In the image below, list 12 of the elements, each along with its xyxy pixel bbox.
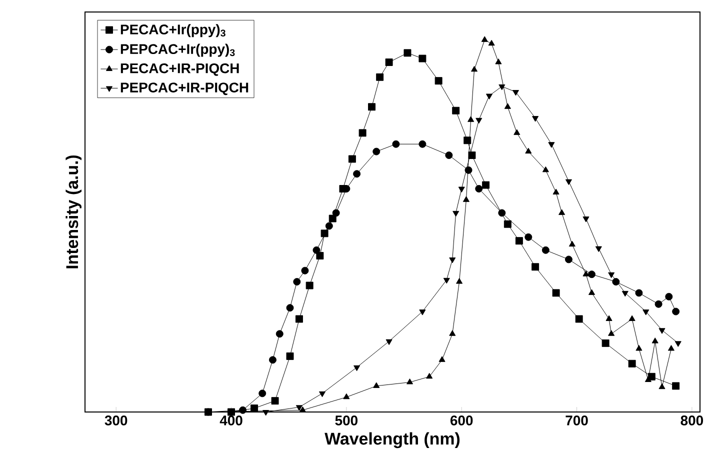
x-tick-label: 800 [680,416,704,426]
x-tick-label: 300 [104,416,128,426]
legend-label: PECAC+IR-PIQCH [120,63,239,76]
x-tick-label: 700 [566,416,588,426]
legend-label: PEPCAC+Ir(ppy)$_{3}$ [120,44,235,57]
x-tick-label: 600 [450,416,473,426]
legend-label: PECAC+Ir(ppy)$_{3}$ [120,24,226,38]
x-tick-label: 500 [335,416,358,426]
legend-label: PEPCAC+IR-PIQCH [120,82,248,96]
x-tick-label: 400 [220,416,242,426]
x-axis-title: Wavelength (nm) [324,432,460,448]
y-axis-title: Intensity (a.u.) [66,155,82,268]
